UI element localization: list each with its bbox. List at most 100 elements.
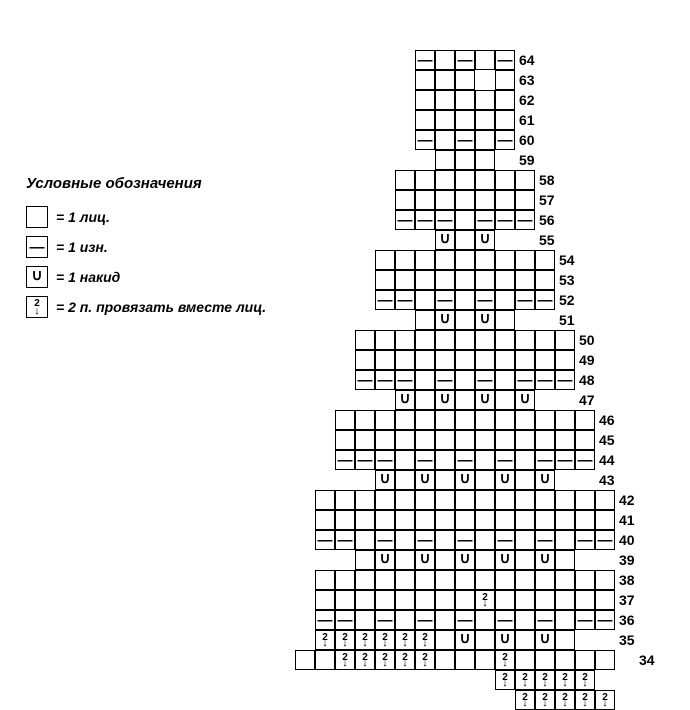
chart-cell [515, 490, 535, 510]
chart-cell [575, 670, 595, 690]
chart-cell [435, 590, 455, 610]
chart-cell [515, 250, 535, 270]
chart-cell [535, 570, 555, 590]
chart-cell [395, 390, 415, 410]
chart-cell [435, 170, 455, 190]
chart-cell [555, 530, 575, 550]
chart-cell [455, 90, 475, 110]
chart-cell [395, 270, 415, 290]
chart-cell [415, 190, 435, 210]
chart-cell [515, 390, 535, 410]
chart-cell [315, 590, 335, 610]
chart-cell [455, 530, 475, 550]
chart-cell [555, 550, 575, 570]
chart-cell [555, 510, 575, 530]
chart-cell [355, 490, 375, 510]
chart-cell [415, 350, 435, 370]
chart-cell [575, 410, 595, 430]
chart-cell [535, 330, 555, 350]
chart-cell [415, 370, 435, 390]
chart-cell [455, 350, 475, 370]
chart-cell [435, 110, 455, 130]
chart-cell [375, 250, 395, 270]
chart-cell [495, 130, 515, 150]
chart-cell [475, 210, 495, 230]
chart-cell [475, 490, 495, 510]
chart-cell [395, 550, 415, 570]
chart-cell [475, 270, 495, 290]
chart-cell [455, 290, 475, 310]
chart-cell [535, 270, 555, 290]
legend-item: = 1 изн. [26, 236, 266, 258]
chart-cell [555, 570, 575, 590]
row-label: 50 [579, 332, 595, 348]
chart-cell [375, 630, 395, 650]
legend-text: = 1 лиц. [56, 209, 110, 225]
chart-cell [395, 470, 415, 490]
chart-cell [415, 290, 435, 310]
row-label: 62 [519, 92, 535, 108]
chart-cell [555, 630, 575, 650]
chart-cell [355, 350, 375, 370]
chart-cell [415, 470, 435, 490]
row-label: 40 [619, 532, 635, 548]
row-label: 55 [539, 232, 555, 248]
legend-item: = 1 лиц. [26, 206, 266, 228]
chart-cell [375, 450, 395, 470]
chart-cell [455, 390, 475, 410]
chart-cell [375, 510, 395, 530]
chart-cell [455, 230, 475, 250]
chart-cell [535, 650, 555, 670]
chart-cell [435, 530, 455, 550]
row-label: 56 [539, 212, 555, 228]
chart-cell [395, 290, 415, 310]
chart-cell [495, 530, 515, 550]
chart-cell [515, 610, 535, 630]
chart-cell [395, 650, 415, 670]
chart-cell [455, 510, 475, 530]
legend: Условные обозначения = 1 лиц.= 1 изн.= 1… [26, 175, 266, 326]
row-label: 63 [519, 72, 535, 88]
chart-cell [355, 570, 375, 590]
chart-cell [435, 350, 455, 370]
chart-cell [375, 490, 395, 510]
chart-cell [515, 570, 535, 590]
chart-cell [495, 70, 515, 90]
chart-cell [435, 70, 455, 90]
chart-cell [495, 350, 515, 370]
chart-cell [575, 510, 595, 530]
chart-cell [455, 190, 475, 210]
chart-cell [355, 590, 375, 610]
chart-cell [575, 450, 595, 470]
chart-cell [355, 450, 375, 470]
chart-cell [435, 610, 455, 630]
row-label: 44 [599, 452, 615, 468]
chart-cell [395, 410, 415, 430]
chart-cell [475, 390, 495, 410]
chart-cell [555, 650, 575, 670]
chart-cell [515, 350, 535, 370]
chart-cell [515, 550, 535, 570]
chart-cell [375, 270, 395, 290]
chart-cell [495, 310, 515, 330]
chart-cell [515, 430, 535, 450]
chart-cell [555, 330, 575, 350]
row-label: 64 [519, 52, 535, 68]
chart-cell [375, 550, 395, 570]
chart-cell [355, 630, 375, 650]
chart-cell [355, 510, 375, 530]
chart-cell [415, 450, 435, 470]
chart-cell [495, 290, 515, 310]
chart-cell [495, 630, 515, 650]
legend-text: = 2 п. провязать вместе лиц. [56, 299, 266, 315]
chart-cell [415, 630, 435, 650]
chart-cell [335, 430, 355, 450]
row-label: 52 [559, 292, 575, 308]
chart-cell [575, 650, 595, 670]
chart-cell [415, 270, 435, 290]
row-label: 37 [619, 592, 635, 608]
chart-cell [335, 450, 355, 470]
legend-title: Условные обозначения [26, 175, 266, 192]
chart-cell [315, 530, 335, 550]
chart-cell [455, 430, 475, 450]
